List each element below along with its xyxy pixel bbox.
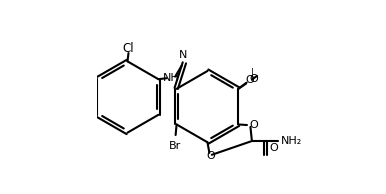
- Text: O: O: [245, 74, 254, 85]
- Text: Br: Br: [169, 141, 181, 151]
- Text: O: O: [249, 120, 258, 130]
- Text: O: O: [250, 74, 259, 84]
- Text: NH₂: NH₂: [281, 136, 302, 146]
- Text: N: N: [179, 50, 188, 60]
- Text: Cl: Cl: [123, 42, 134, 55]
- Text: O: O: [269, 143, 278, 152]
- Text: O: O: [206, 151, 215, 161]
- Text: |: |: [251, 67, 254, 78]
- Text: NH: NH: [163, 73, 179, 83]
